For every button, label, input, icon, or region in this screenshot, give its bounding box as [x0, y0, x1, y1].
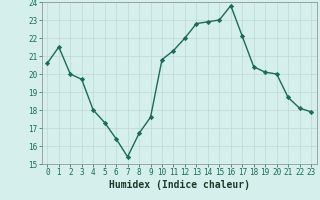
- X-axis label: Humidex (Indice chaleur): Humidex (Indice chaleur): [109, 180, 250, 190]
